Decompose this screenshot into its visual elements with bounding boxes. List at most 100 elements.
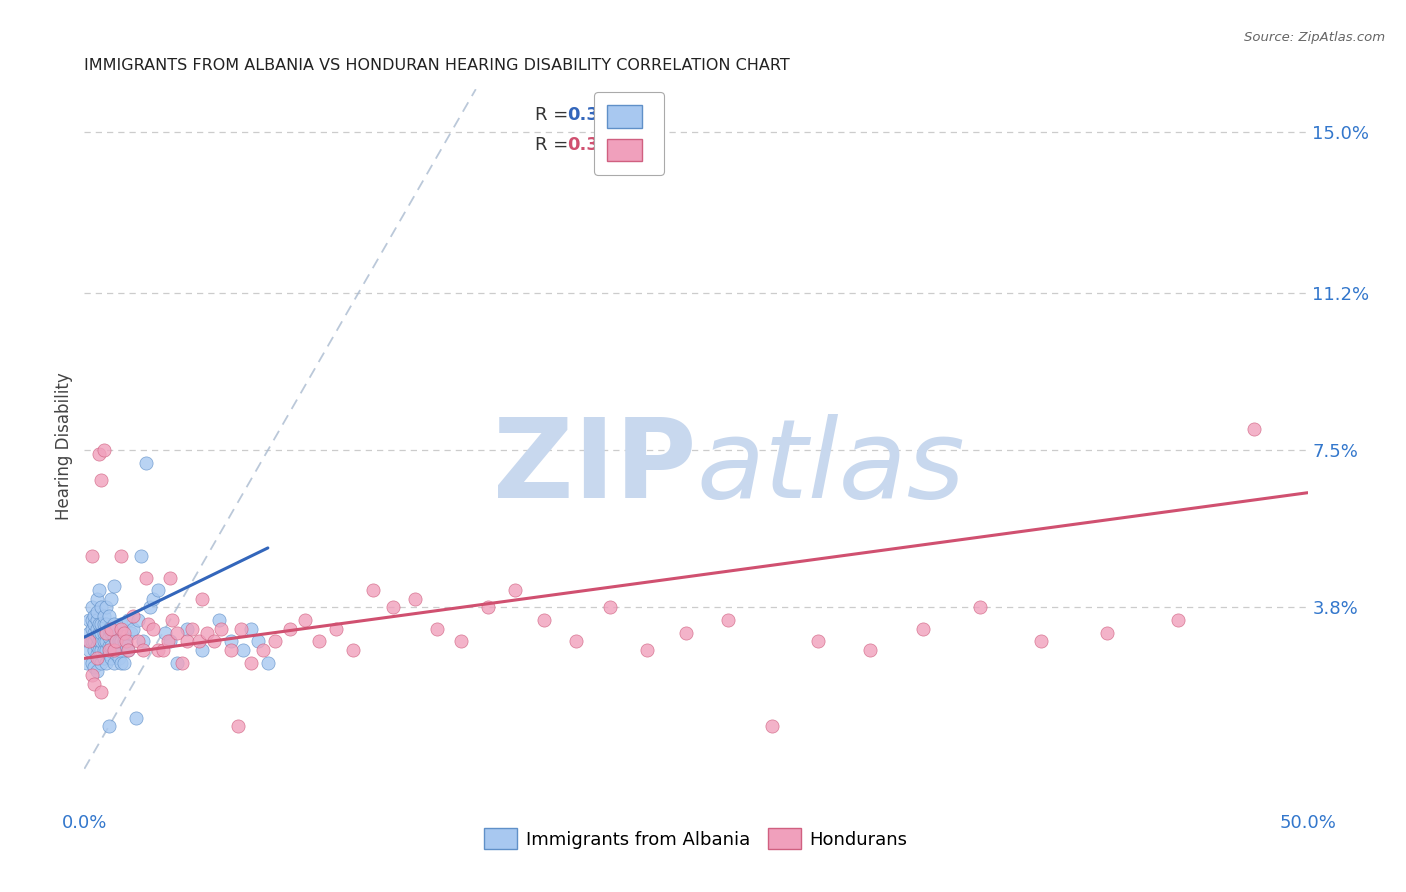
Point: [135, 456, 157, 470]
Point: [636, 643, 658, 657]
Point: [97, 639, 120, 653]
Point: [83, 626, 105, 640]
Point: [912, 622, 935, 636]
Point: [117, 613, 139, 627]
Point: [80, 656, 103, 670]
Point: [107, 651, 129, 665]
Point: [112, 634, 135, 648]
Point: [252, 643, 274, 657]
Point: [107, 634, 129, 648]
Text: N =: N =: [610, 136, 662, 153]
Point: [142, 622, 165, 636]
Point: [115, 634, 138, 648]
Point: [87, 617, 110, 632]
Point: [86, 613, 108, 627]
Point: [122, 608, 145, 623]
Point: [125, 711, 148, 725]
Point: [100, 591, 122, 606]
Point: [172, 656, 194, 670]
Point: [135, 571, 157, 585]
Point: [503, 583, 526, 598]
Point: [166, 656, 188, 670]
Point: [97, 608, 120, 623]
Point: [86, 651, 108, 665]
Point: [93, 443, 115, 458]
Text: 0.318: 0.318: [568, 105, 624, 124]
Point: [100, 639, 122, 653]
Point: [228, 719, 250, 733]
Point: [859, 643, 882, 657]
Text: 0.344: 0.344: [568, 136, 624, 153]
Point: [257, 656, 280, 670]
Point: [83, 608, 105, 623]
Point: [83, 660, 105, 674]
Y-axis label: Hearing Disability: Hearing Disability: [55, 372, 73, 520]
Point: [533, 613, 555, 627]
Point: [342, 643, 364, 657]
Point: [229, 622, 252, 636]
Point: [129, 549, 152, 564]
Point: [103, 656, 125, 670]
Point: [90, 600, 112, 615]
Point: [264, 634, 287, 648]
Point: [202, 634, 225, 648]
Point: [219, 634, 242, 648]
Point: [675, 626, 697, 640]
Text: N =: N =: [610, 105, 662, 124]
Point: [136, 617, 159, 632]
Point: [93, 643, 115, 657]
Point: [195, 626, 218, 640]
Point: [112, 626, 135, 640]
Point: [97, 719, 120, 733]
Point: [97, 647, 120, 661]
Point: [90, 473, 112, 487]
Point: [103, 579, 125, 593]
Point: [96, 643, 118, 657]
Point: [97, 630, 120, 644]
Point: [76, 656, 98, 670]
Point: [110, 656, 132, 670]
Point: [176, 634, 198, 648]
Point: [103, 643, 125, 657]
Point: [188, 634, 211, 648]
Point: [90, 656, 112, 670]
Point: [219, 643, 242, 657]
Point: [90, 643, 112, 657]
Point: [105, 634, 128, 648]
Point: [97, 643, 120, 657]
Point: [80, 613, 103, 627]
Point: [100, 622, 122, 636]
Point: [761, 719, 783, 733]
Point: [153, 626, 176, 640]
Point: [115, 639, 138, 653]
Point: [110, 617, 132, 632]
Point: [717, 613, 740, 627]
Point: [96, 634, 118, 648]
Point: [599, 600, 621, 615]
Point: [96, 626, 118, 640]
Point: [96, 600, 118, 615]
Point: [426, 622, 449, 636]
Point: [87, 634, 110, 648]
Point: [90, 626, 112, 640]
Text: IMMIGRANTS FROM ALBANIA VS HONDURAN HEARING DISABILITY CORRELATION CHART: IMMIGRANTS FROM ALBANIA VS HONDURAN HEAR…: [84, 58, 790, 73]
Point: [110, 549, 132, 564]
Point: [381, 600, 404, 615]
Point: [152, 643, 174, 657]
Point: [159, 571, 181, 585]
Point: [83, 634, 105, 648]
Point: [86, 622, 108, 636]
Point: [93, 608, 115, 623]
Point: [361, 583, 384, 598]
Text: atlas: atlas: [696, 414, 965, 521]
Point: [477, 600, 499, 615]
Text: Source: ZipAtlas.com: Source: ZipAtlas.com: [1244, 31, 1385, 45]
Point: [93, 634, 115, 648]
Point: [103, 617, 125, 632]
Point: [191, 643, 214, 657]
Point: [565, 634, 588, 648]
Point: [77, 643, 100, 657]
Point: [105, 622, 128, 636]
Point: [87, 583, 110, 598]
Point: [146, 643, 169, 657]
